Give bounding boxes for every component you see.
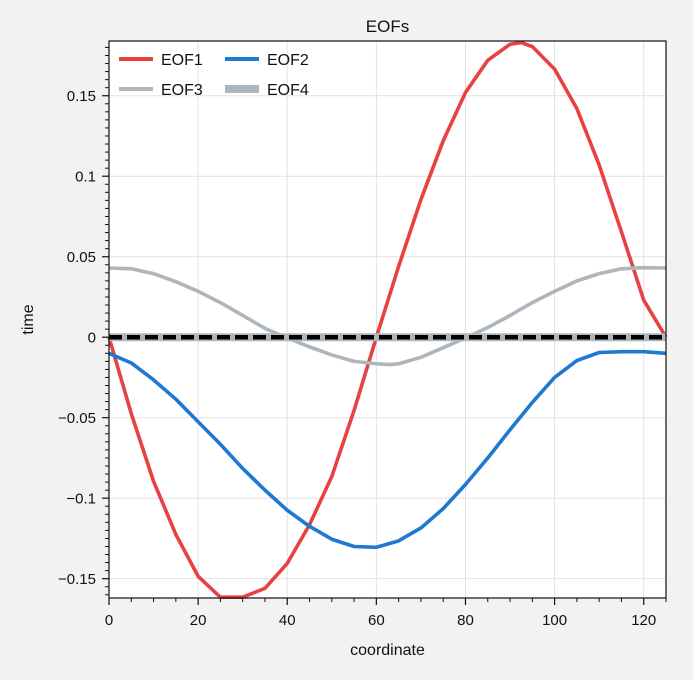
y-tick-label: 0 [88, 330, 96, 347]
x-tick-label: 80 [457, 612, 474, 629]
y-tick-label: 0.1 [75, 169, 96, 186]
y-axis-label: time [20, 304, 37, 334]
series-line-eof3 [108, 265, 667, 367]
x-axis-label: coordinate [350, 642, 425, 659]
x-tick-label: 20 [190, 612, 207, 629]
legend-label-eof4: EOF4 [267, 82, 309, 99]
x-tick-label: 40 [279, 612, 296, 629]
x-tick-label: 100 [542, 612, 567, 629]
plot-area [109, 41, 666, 598]
y-tick-label: −0.1 [66, 491, 96, 508]
legend-label-eof1: EOF1 [161, 52, 203, 69]
x-tick-label: 60 [368, 612, 385, 629]
y-tick-label: 0.15 [67, 88, 96, 105]
x-tick-label: 0 [105, 612, 113, 629]
series-line-eof1 [107, 40, 668, 600]
legend-label-eof2: EOF2 [267, 52, 309, 69]
axis-ticks: 0 20 40 60 80 100 120 −0.15 −0.1 −0.05 0 0.05 0.1 0.1… [58, 46, 667, 629]
y-tick-label: 0.05 [67, 249, 96, 266]
series-line-eof2 [108, 349, 667, 550]
legend: EOF1 EOF2 EOF3 EOF4 [119, 52, 309, 99]
plot-frame [108, 40, 667, 599]
y-tick-label: −0.15 [58, 571, 96, 588]
chart-title: EOFs [366, 17, 409, 36]
y-tick-label: −0.05 [58, 410, 96, 427]
x-tick-label: 120 [631, 612, 656, 629]
legend-label-eof3: EOF3 [161, 82, 203, 99]
